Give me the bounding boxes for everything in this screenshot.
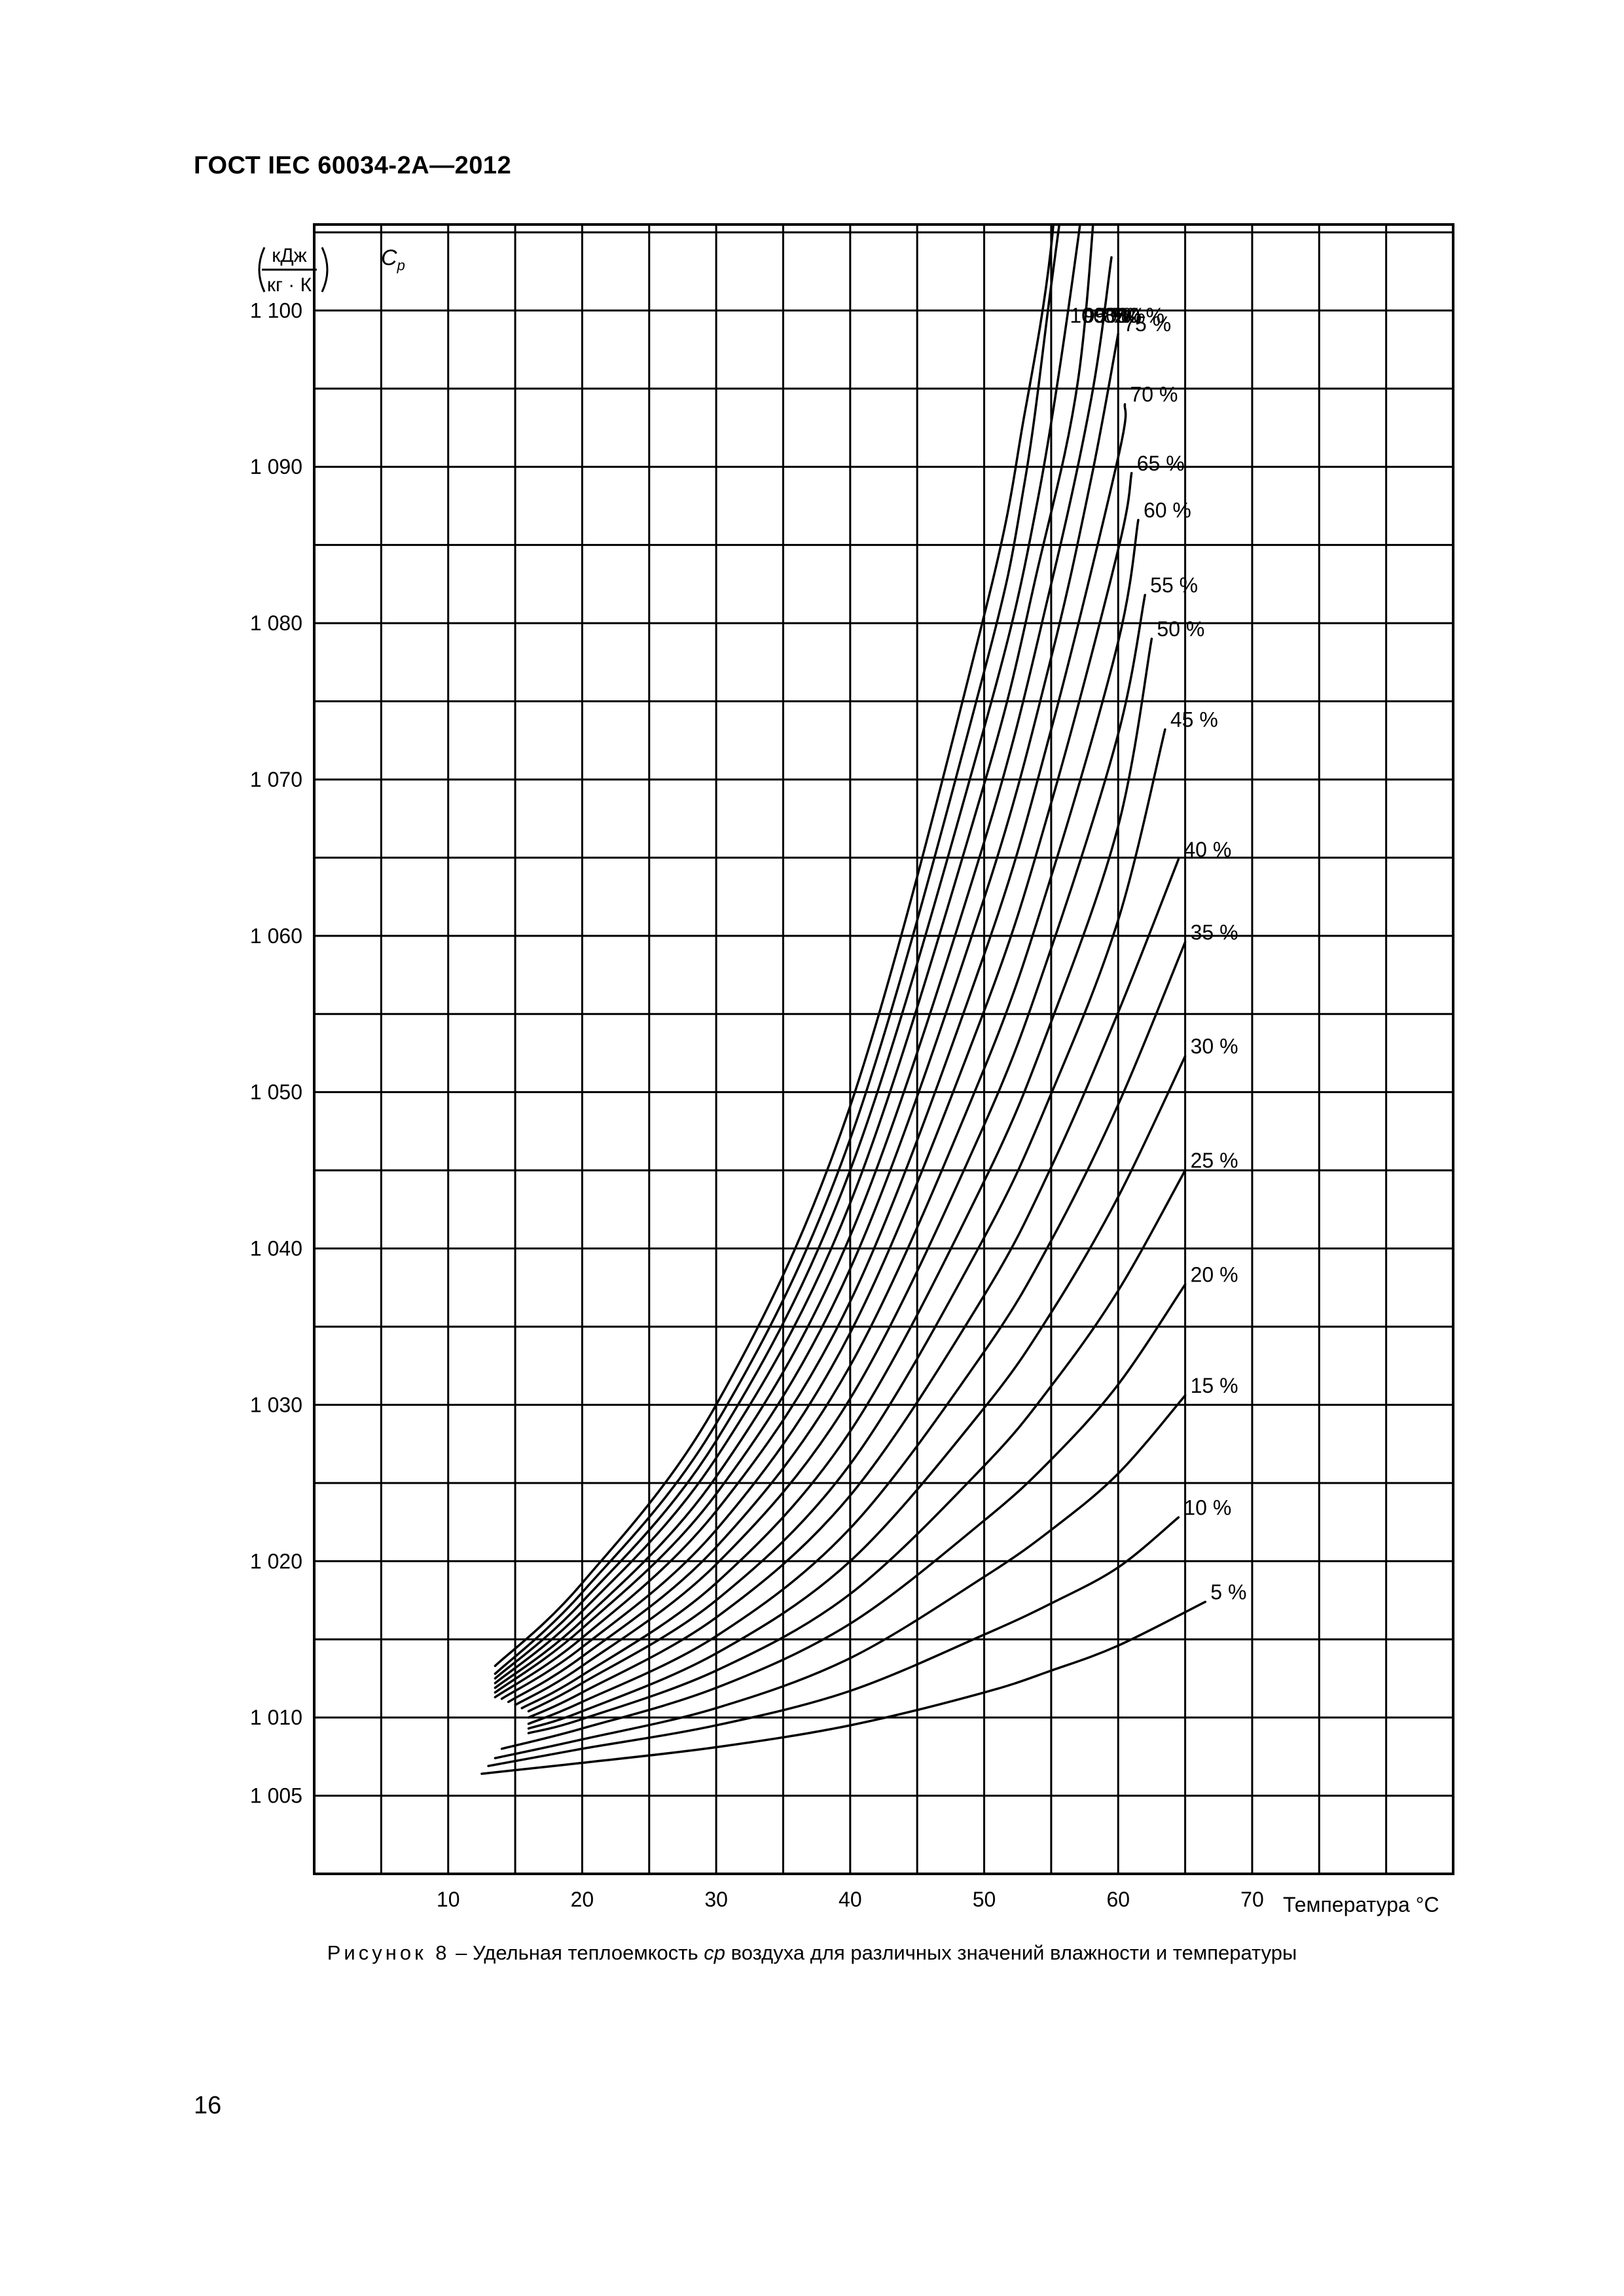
y-tick-label: 1 080 — [250, 611, 302, 635]
y-axis-symbol: Cp — [381, 245, 405, 274]
y-unit-denominator: кг · К — [267, 274, 312, 296]
series-line-15 — [494, 332, 1119, 1694]
axis-labels: Температура °C кДж кг · К Cp — [258, 245, 1439, 1916]
series-line-6 — [527, 1054, 1187, 1730]
series-label-19: 95 % — [1083, 304, 1131, 327]
series-label-7: 35 % — [1191, 920, 1238, 944]
series-label-13: 65 % — [1137, 452, 1185, 475]
series-line-12 — [507, 518, 1140, 1704]
series-line-9 — [527, 728, 1166, 1713]
x-tick-label: 50 — [973, 1888, 996, 1911]
chart-grid — [313, 223, 1454, 1875]
series-line-3 — [494, 1394, 1187, 1759]
series-line-13 — [500, 472, 1133, 1700]
caption-text-part1: – Удельная теплоемкость — [450, 1941, 704, 1964]
figure-caption: Рисунок 8 – Удельная теплоемкость cp воз… — [0, 1941, 1624, 1965]
series-line-1 — [480, 1600, 1207, 1775]
series-line-10 — [520, 637, 1153, 1710]
y-tick-label: 1 040 — [250, 1237, 302, 1261]
series-label-12: 60 % — [1144, 498, 1191, 522]
series-label-3: 15 % — [1191, 1374, 1238, 1397]
x-tick-label: 40 — [839, 1888, 862, 1911]
series-line-14 — [494, 403, 1127, 1698]
document-header: ГОСТ IEC 60034-2A—2012 — [194, 152, 512, 179]
y-tick-label: 1 070 — [250, 768, 302, 791]
series-label-15: 75 % — [1123, 312, 1171, 336]
y-tick-label: 1 010 — [250, 1706, 302, 1729]
series-label-20: 100 % — [1070, 304, 1129, 327]
series-line-19 — [494, 224, 1061, 1676]
y-tick-label: 1 050 — [250, 1081, 302, 1104]
y-tick-label: 1 090 — [250, 455, 302, 478]
series-label-9: 45 % — [1170, 708, 1218, 732]
y-unit-paren-left — [258, 247, 266, 293]
series-label-6: 30 % — [1191, 1035, 1238, 1058]
chart-curves — [480, 224, 1207, 1775]
series-line-4 — [500, 1283, 1187, 1750]
caption-text-part2: воздуха для различных значений влажности… — [725, 1941, 1297, 1964]
x-tick-label: 70 — [1240, 1888, 1264, 1911]
series-label-1: 5 % — [1210, 1580, 1246, 1604]
x-axis-tick-labels: 10 20 30 40 50 60 70 — [437, 1888, 1264, 1911]
series-label-2: 10 % — [1183, 1496, 1231, 1519]
x-tick-label: 20 — [571, 1888, 594, 1911]
y-tick-label: 1 005 — [250, 1784, 302, 1808]
series-label-18: 90 % — [1094, 304, 1142, 327]
series-label-5: 25 % — [1191, 1149, 1238, 1172]
series-line-7 — [527, 941, 1187, 1725]
x-tick-label: 10 — [437, 1888, 460, 1911]
x-tick-label: 60 — [1106, 1888, 1130, 1911]
series-line-11 — [514, 594, 1146, 1706]
series-label-14: 70 % — [1130, 383, 1178, 406]
series-label-10: 50 % — [1157, 617, 1204, 641]
series-line-17 — [494, 224, 1094, 1685]
y-tick-label: 1 030 — [250, 1393, 302, 1416]
series-label-4: 20 % — [1191, 1263, 1238, 1286]
y-tick-label: 1 020 — [250, 1549, 302, 1573]
x-axis-label: Температура °C — [1283, 1893, 1439, 1916]
series-label-11: 55 % — [1150, 573, 1198, 597]
series-line-8 — [527, 858, 1180, 1719]
caption-figure-number: Рисунок 8 — [327, 1941, 450, 1964]
y-axis-tick-labels: 1 005 1 010 1 020 1 030 1 040 1 050 1 060 1 070… — [250, 298, 302, 1807]
page-number: 16 — [194, 2092, 222, 2119]
series-label-16: 80 % — [1117, 304, 1164, 327]
series-line-2 — [487, 1516, 1180, 1767]
plot-frame — [313, 223, 1454, 1875]
series-line-16 — [494, 256, 1113, 1689]
series-labels: 5 % 10 % 15 % 20 % 25 % 30 % 35 % 40 % 45 % 50 % 5… — [1070, 304, 1246, 1604]
y-tick-label: 1 060 — [250, 924, 302, 948]
y-unit-numerator: кДж — [272, 245, 307, 266]
series-label-8: 40 % — [1183, 838, 1231, 861]
x-tick-label: 30 — [704, 1888, 728, 1911]
series-line-5 — [527, 1169, 1187, 1734]
caption-symbol: cp — [704, 1941, 726, 1964]
series-line-18 — [494, 224, 1081, 1680]
series-line-20 — [494, 224, 1055, 1668]
y-unit-paren-right — [321, 247, 329, 293]
y-tick-label: 1 100 — [250, 298, 302, 322]
series-label-17: 85% — [1104, 304, 1146, 327]
